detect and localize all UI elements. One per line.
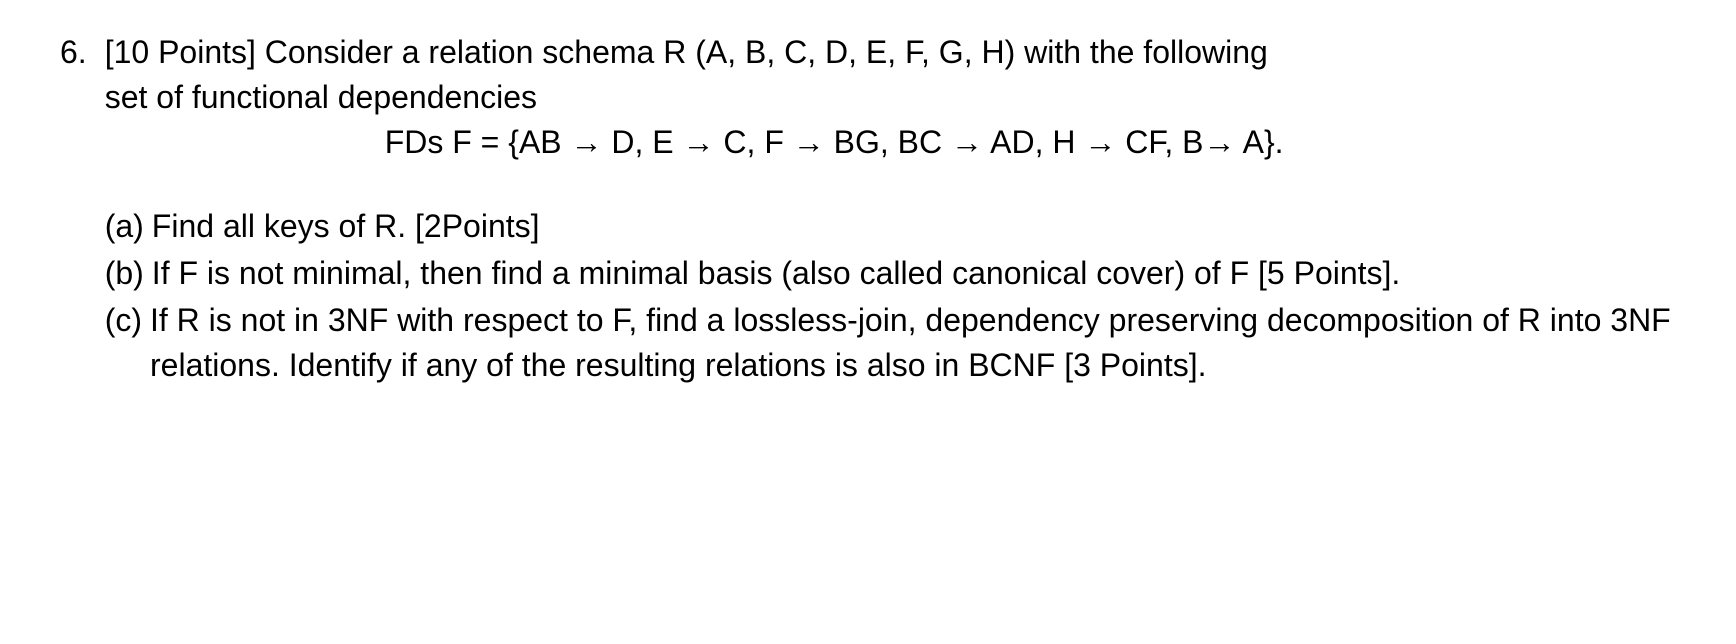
intro-text-1: Consider a relation schema R (A, B, C, D… xyxy=(265,34,1268,70)
subpart-text: If F is not minimal, then find a minimal… xyxy=(152,251,1676,296)
subpart-label: (a) xyxy=(105,204,144,249)
question-number: 6. xyxy=(60,30,87,390)
subpart-text: If R is not in 3NF with respect to F, fi… xyxy=(150,298,1676,388)
question-intro: [10 Points] Consider a relation schema R… xyxy=(105,30,1676,75)
subpart-c: (c) If R is not in 3NF with respect to F… xyxy=(105,298,1676,388)
subpart-label: (c) xyxy=(105,298,142,388)
subpart-label: (b) xyxy=(105,251,144,296)
subparts-list: (a) Find all keys of R. [2Points] (b) If… xyxy=(105,204,1676,387)
subpart-text: Find all keys of R. [2Points] xyxy=(152,204,1676,249)
question-container: 6. [10 Points] Consider a relation schem… xyxy=(60,30,1676,390)
subpart-a: (a) Find all keys of R. [2Points] xyxy=(105,204,1676,249)
intro-text-2: set of functional dependencies xyxy=(105,75,1676,120)
fd-set: FDs F = {AB → D, E → C, F → BG, BC → AD,… xyxy=(105,120,1676,165)
subpart-b: (b) If F is not minimal, then find a min… xyxy=(105,251,1676,296)
points-prefix: [10 Points] xyxy=(105,34,256,70)
question-body: [10 Points] Consider a relation schema R… xyxy=(105,30,1676,390)
